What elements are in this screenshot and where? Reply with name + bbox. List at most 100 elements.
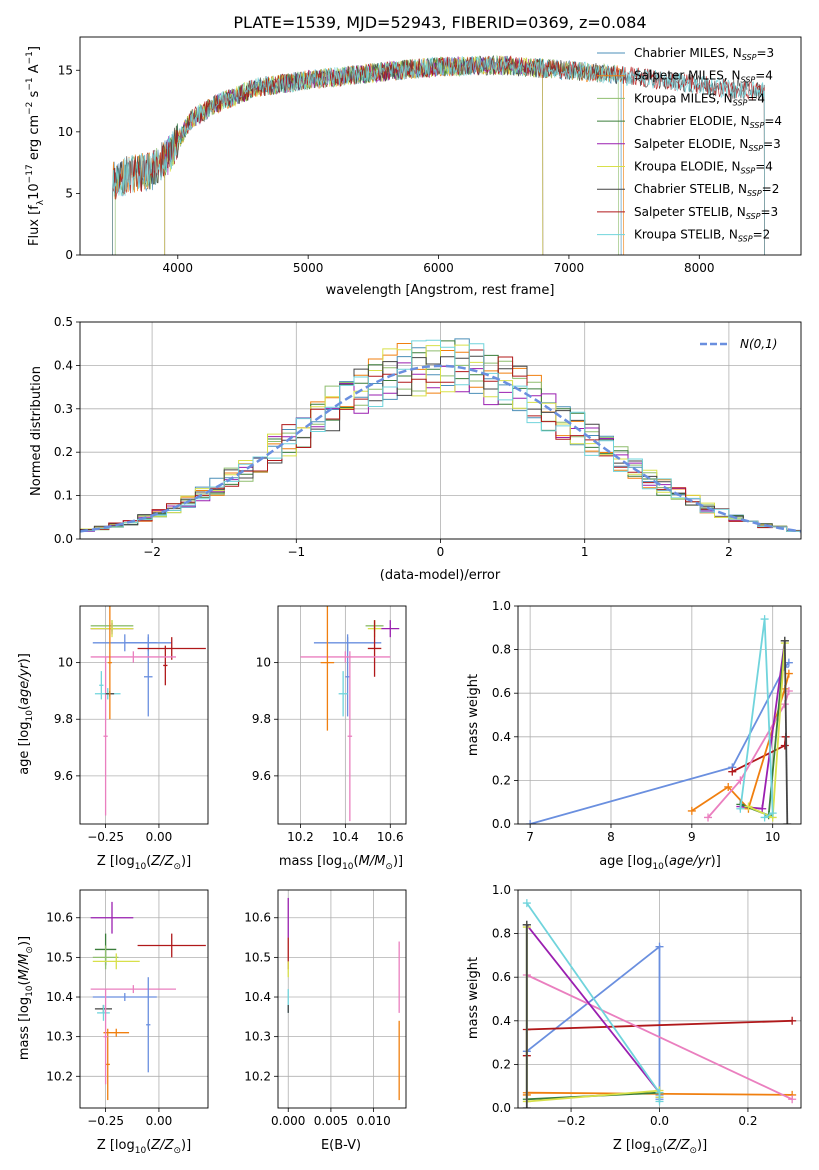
errorbar-point <box>144 637 153 717</box>
y-tick-label: 0.0 <box>492 817 511 831</box>
errorbar-point <box>137 933 206 958</box>
x-tick-label: 10.6 <box>377 830 404 844</box>
legend-rest: =4 <box>755 69 773 83</box>
y-tick-label: 9.8 <box>54 712 73 726</box>
weight-marker <box>780 636 789 645</box>
weight-marker <box>522 899 531 908</box>
weight-marker <box>704 813 713 822</box>
figure-title: PLATE=1539, MJD=52943, FIBERID=0369, z=0… <box>233 13 646 32</box>
y-tick-label: 10 <box>58 656 73 670</box>
x-tick-label: 5000 <box>293 261 324 275</box>
mass-vs-Z-ylabel: mass [log10(M/M⊙)] <box>17 936 35 1060</box>
mass-vs-Z-xlabel: Z [log10(Z/Z⊙)] <box>97 1138 191 1156</box>
errorbar-point <box>107 606 112 720</box>
weight-marker <box>760 615 769 624</box>
legend-label: Chabrier STELIB, NSSP=2 <box>634 182 779 198</box>
x-tick-label: 10.2 <box>287 830 314 844</box>
panel-spectrum: 4000 5000 6000 7000 8000 0 5 10 15 Chabrier MILES… <box>58 36 802 275</box>
weight-marker <box>784 658 793 667</box>
legend-sub: SSP <box>742 53 757 62</box>
y-tick-label: 10 <box>256 656 271 670</box>
y-tick-label: 0.4 <box>492 1014 511 1028</box>
errorbar-point <box>92 993 157 1001</box>
spectrum-series <box>112 55 622 255</box>
y-tick-label: 1.0 <box>492 883 511 897</box>
weight-marker <box>522 1104 531 1108</box>
weight-marker <box>687 806 696 815</box>
legend: Chabrier MILES, NSSP=3 Salpeter MILES, NS… <box>597 46 782 244</box>
residuals-ylabel: Normed distribution <box>29 366 44 496</box>
x-tick-label: 10.4 <box>332 830 359 844</box>
legend-sub: SSP <box>741 167 756 176</box>
weight-marker <box>768 809 777 818</box>
axes-frame <box>79 36 802 256</box>
legend-rest: =4 <box>755 160 773 174</box>
weight-marker <box>724 782 733 791</box>
legend-rest: =3 <box>756 46 774 60</box>
age-vs-mass-xlabel: mass [log10(M/M⊙)] <box>279 854 403 872</box>
weight-marker <box>522 920 531 929</box>
y-tick-label: 10.4 <box>46 990 73 1004</box>
spectrum-series <box>112 55 765 255</box>
panel-age_vs_Z: −0.25 0.00 9.6 9.8 10 <box>54 605 209 844</box>
spectrum-series <box>112 56 765 255</box>
x-tick-label: −0.2 <box>556 1114 585 1128</box>
errorbar-point <box>99 671 104 700</box>
legend-sub: SSP <box>746 212 761 221</box>
legend-sub: SSP <box>738 235 753 244</box>
age-vs-Z-xlabel: Z [log10(Z/Z⊙)] <box>97 854 191 872</box>
y-tick-label: 9.6 <box>54 769 73 783</box>
weight-marker <box>760 813 769 822</box>
panel-mass_weight_vs_age: 7 8 9 10 0.0 0.2 0.4 0.6 0.8 1.0 <box>492 599 802 844</box>
errorbar-point <box>105 1028 110 1101</box>
mw-age-xlabel: age [log10(age/yr)] <box>599 854 721 872</box>
age-vs-Z-ylabel: age [log10(age/yr)] <box>17 653 35 775</box>
y-tick-label: 10.2 <box>46 1069 73 1083</box>
y-tick-label: 5 <box>65 186 73 200</box>
y-tick-label: 0.0 <box>492 1101 511 1115</box>
normal-curve <box>80 364 801 533</box>
weight-line <box>529 662 790 824</box>
errorbar-point <box>338 671 348 717</box>
errorbar-point <box>137 637 206 660</box>
legend-sub: SSP <box>750 121 765 130</box>
plot-area <box>300 606 400 822</box>
plot-area <box>80 338 801 534</box>
legend-sub: SSP <box>741 76 756 85</box>
legend-rest: =2 <box>753 228 771 242</box>
spectrum-ylabel: Flux [fλ10−17 erg cm−2 s−1 A−1] <box>25 46 46 246</box>
plot-area <box>526 615 793 824</box>
x-tick-label: 0.010 <box>356 1114 390 1128</box>
legend-rest: =4 <box>747 91 765 105</box>
y-tick-label: 0.2 <box>54 445 73 459</box>
y-tick-label: 0 <box>65 248 73 262</box>
plot-area <box>90 606 206 816</box>
errorbar-point <box>90 651 176 663</box>
errorbar-point <box>103 989 108 1085</box>
weight-line <box>525 927 661 1103</box>
x-tick-label: 2 <box>725 545 733 559</box>
weight-marker <box>780 741 789 750</box>
errorbar-point <box>163 645 168 686</box>
errorbar-point <box>90 620 134 638</box>
weight-marker <box>736 776 745 785</box>
weight-line <box>783 640 789 824</box>
spectrum-series <box>164 55 544 255</box>
errorbar-point <box>347 651 353 822</box>
errorbar-point <box>320 606 335 731</box>
errorbar-point <box>300 651 391 663</box>
axes-frame <box>277 605 407 825</box>
weight-line <box>526 944 661 1100</box>
panel-mass_vs_ebv: 0.000 0.005 0.010 10.2 10.3 10.4 10.5 10.6 <box>244 889 407 1128</box>
weight-line <box>740 640 786 810</box>
legend: N(0,1) <box>700 337 777 351</box>
weight-line <box>739 618 774 819</box>
mw-Z-ylabel: mass weight <box>466 957 481 1039</box>
weight-line <box>526 924 661 1098</box>
y-tick-label: 10 <box>58 125 73 139</box>
errorbar-point <box>90 901 134 934</box>
weight-marker <box>655 1088 664 1097</box>
plot-area <box>287 897 400 1101</box>
